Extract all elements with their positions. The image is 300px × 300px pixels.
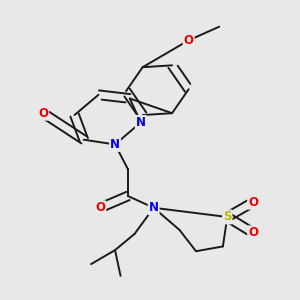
Text: N: N xyxy=(136,116,146,129)
Text: O: O xyxy=(184,34,194,47)
Text: N: N xyxy=(149,201,159,214)
Text: O: O xyxy=(38,107,48,120)
Text: N: N xyxy=(110,138,120,151)
Text: S: S xyxy=(223,211,232,224)
Text: O: O xyxy=(248,196,258,209)
Text: O: O xyxy=(248,226,258,239)
Text: O: O xyxy=(95,201,105,214)
